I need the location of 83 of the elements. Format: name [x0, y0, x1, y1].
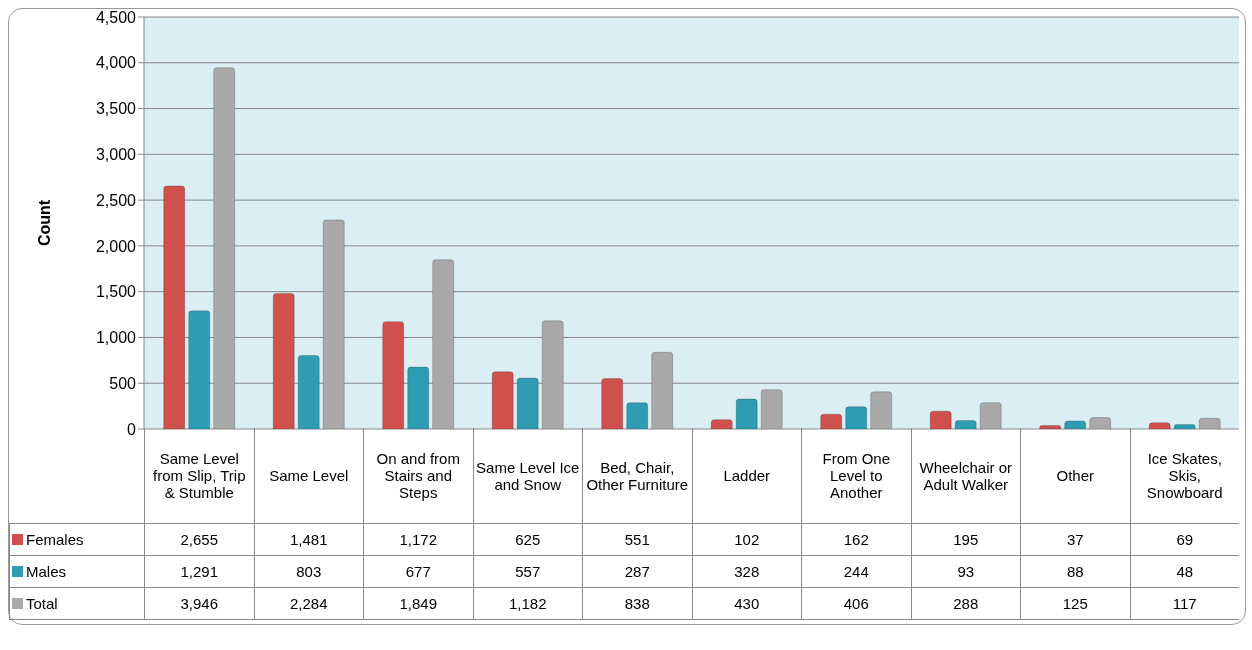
- x-tick-label: On and from Stairs and Steps: [363, 428, 473, 524]
- data-label: 551: [582, 524, 692, 556]
- bar: [1173, 424, 1196, 429]
- bar: [541, 320, 564, 429]
- legend-label: Females: [9, 524, 144, 556]
- data-label: 69: [1129, 524, 1239, 556]
- bar: [1198, 417, 1221, 429]
- y-tick-label: 1,500: [95, 283, 137, 301]
- bar: [491, 371, 514, 429]
- legend-label: Males: [9, 556, 144, 588]
- x-tick-label: Ice Skates, Skis, Snowboard: [1129, 428, 1239, 524]
- data-label: 37: [1020, 524, 1130, 556]
- data-label: 244: [801, 556, 911, 588]
- bar: [760, 389, 783, 429]
- data-label: 287: [582, 556, 692, 588]
- y-tick-label: 3,000: [95, 146, 137, 164]
- y-tick-label: 4,000: [95, 54, 137, 72]
- y-tick-label: 3,500: [95, 100, 137, 118]
- y-tick-label: 2,000: [95, 237, 137, 255]
- data-label: 406: [801, 588, 911, 620]
- data-label: 195: [910, 524, 1020, 556]
- bar: [1064, 420, 1087, 429]
- data-label: 1,172: [363, 524, 473, 556]
- bar: [163, 185, 186, 429]
- bar: [929, 410, 952, 429]
- bar: [1089, 417, 1112, 429]
- bar: [601, 378, 624, 429]
- y-tick-label: 4,500: [95, 8, 137, 26]
- bar: [188, 310, 211, 429]
- x-tick-label: Ladder: [691, 428, 801, 524]
- data-label: 88: [1020, 556, 1130, 588]
- data-label: 430: [691, 588, 801, 620]
- x-tick-label: Other: [1020, 428, 1130, 524]
- legend-label: Total: [9, 588, 144, 620]
- bar: [213, 67, 236, 429]
- bar: [845, 406, 868, 429]
- data-label: 625: [472, 524, 582, 556]
- data-label: 557: [472, 556, 582, 588]
- y-tick-label: 2,500: [95, 191, 137, 209]
- bar: [1148, 422, 1171, 429]
- x-tick-label: From One Level to Another: [801, 428, 911, 524]
- x-tick-label: Same Level: [253, 428, 363, 524]
- bar: [710, 419, 733, 429]
- y-tick-label: 500: [109, 374, 137, 392]
- data-label: 2,655: [144, 524, 254, 556]
- x-tick-label: Wheelchair or Adult Walker: [910, 428, 1020, 524]
- data-label: 1,291: [144, 556, 254, 588]
- bar: [870, 391, 893, 429]
- bar: [626, 402, 649, 429]
- data-label: 803: [253, 556, 363, 588]
- bar: [407, 366, 430, 429]
- data-label: 162: [801, 524, 911, 556]
- bar: [954, 419, 977, 429]
- data-label: 102: [691, 524, 801, 556]
- x-tick-label: Bed, Chair, Other Furniture: [582, 428, 692, 524]
- bar: [516, 377, 539, 429]
- bar: [322, 219, 345, 429]
- bar: [432, 259, 455, 429]
- bar: [272, 292, 295, 429]
- bar: [297, 354, 320, 429]
- data-label: 838: [582, 588, 692, 620]
- x-tick-label: Same Level Ice and Snow: [472, 428, 582, 524]
- data-label: 1,481: [253, 524, 363, 556]
- data-label: 1,182: [472, 588, 582, 620]
- bar: [651, 351, 674, 429]
- y-tick-label: 1,000: [95, 329, 137, 347]
- data-label: 3,946: [144, 588, 254, 620]
- bar: [382, 321, 405, 429]
- bar: [979, 402, 1002, 429]
- data-label: 288: [910, 588, 1020, 620]
- data-label: 328: [691, 556, 801, 588]
- y-axis-title: Count: [35, 199, 53, 247]
- data-label: 1,849: [363, 588, 473, 620]
- data-label: 117: [1129, 588, 1239, 620]
- x-tick-label: Same Level from Slip, Trip & Stumble: [144, 428, 254, 524]
- data-label: 93: [910, 556, 1020, 588]
- data-label: 2,284: [253, 588, 363, 620]
- data-label: 48: [1129, 556, 1239, 588]
- y-tick-label: 0: [127, 420, 137, 438]
- data-label: 125: [1020, 588, 1130, 620]
- bar: [735, 398, 758, 429]
- bar: [820, 413, 843, 429]
- data-label: 677: [363, 556, 473, 588]
